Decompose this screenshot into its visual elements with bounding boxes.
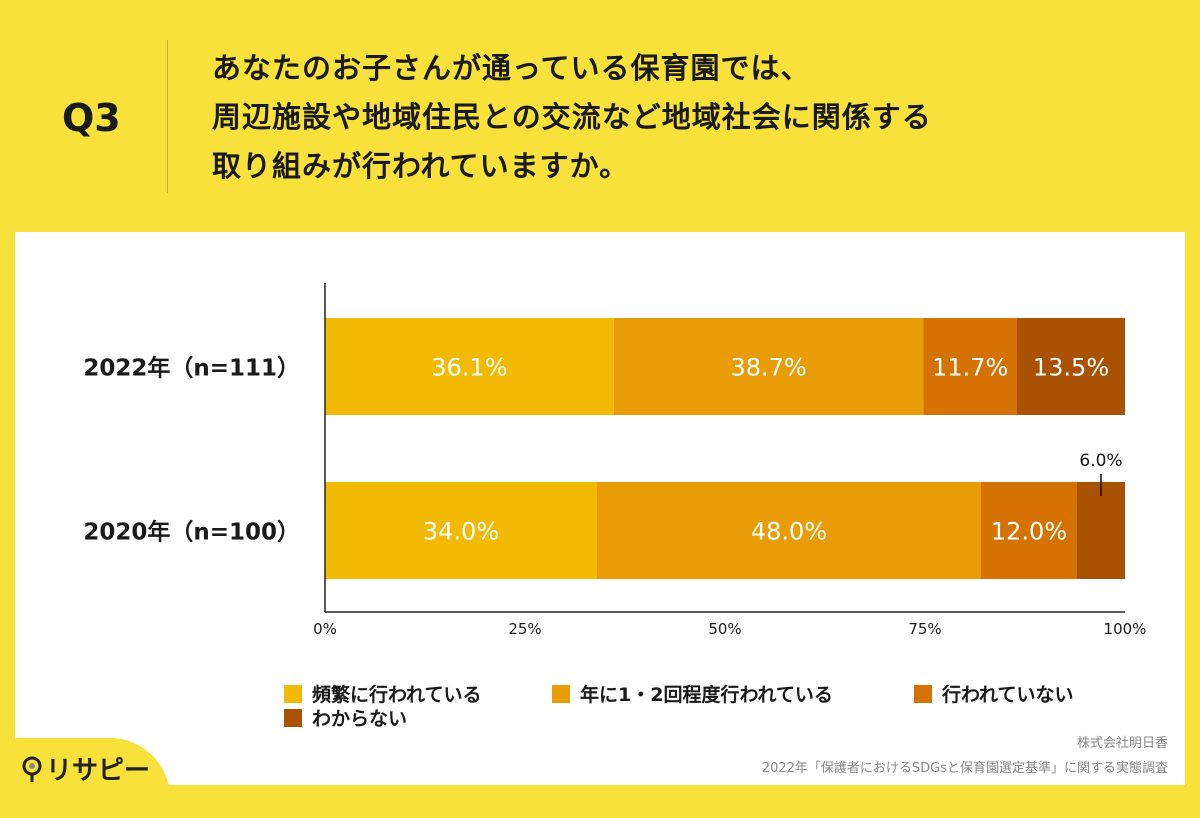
pin-icon xyxy=(22,756,42,782)
bar-segment xyxy=(325,482,597,579)
x-tick-label: 100% xyxy=(1104,620,1147,638)
question-number: Q3 xyxy=(62,96,121,140)
data-label: 12.0% xyxy=(991,518,1067,546)
bar-segment xyxy=(981,482,1077,579)
legend-swatch xyxy=(284,684,302,703)
bar-segment xyxy=(613,318,924,415)
divider xyxy=(167,40,168,193)
data-label: 48.0% xyxy=(751,518,827,546)
x-tick-label: 75% xyxy=(908,620,941,638)
x-tick-label: 25% xyxy=(508,620,541,638)
x-tick-label: 0% xyxy=(313,620,337,638)
x-tick-label: 50% xyxy=(708,620,741,638)
data-label: 6.0% xyxy=(1079,451,1122,471)
bar-segment xyxy=(1017,318,1125,415)
data-label: 34.0% xyxy=(423,518,499,546)
legend-item: 行われていない xyxy=(914,680,1073,707)
data-label: 13.5% xyxy=(1033,354,1109,382)
data-label: 38.7% xyxy=(730,354,806,382)
title-line: あなたのお子さんが通っている保育園では、 xyxy=(212,51,811,85)
data-label: 11.7% xyxy=(932,354,1008,382)
logo: リサピー xyxy=(22,750,150,787)
legend-item: 年に1・2回程度行われている xyxy=(552,680,833,707)
bar-segment xyxy=(923,318,1017,415)
legend-swatch xyxy=(284,708,302,727)
question-title: あなたのお子さんが通っている保育園では、 周辺施設や地域住民との交流など地域社会… xyxy=(212,44,932,191)
bar-segment xyxy=(1077,482,1125,579)
title-line: 周辺施設や地域住民との交流など地域社会に関係する xyxy=(212,100,932,134)
category-label: 2020年（n=100） xyxy=(83,519,300,546)
title-line: 取り組みが行われていますか。 xyxy=(212,149,630,183)
legend-item: わからない xyxy=(284,704,407,731)
category-label: 2022年（n=111） xyxy=(83,355,300,382)
bar-segment xyxy=(325,318,614,415)
stacked-bar-chart: 2022年（n=111） 36.1% 38.7% 11.7% 13.5% 2020年（n=… xyxy=(83,283,1147,638)
legend-swatch xyxy=(552,684,570,703)
legend-item: 頻繁に行われている xyxy=(284,680,481,707)
source-note: 株式会社明日香 2022年「保護者におけるSDGsと保育園選定基準」に関する実態… xyxy=(761,736,1168,776)
data-label: 36.1% xyxy=(431,354,507,382)
legend-swatch xyxy=(914,684,932,703)
bar-segment xyxy=(597,482,981,579)
